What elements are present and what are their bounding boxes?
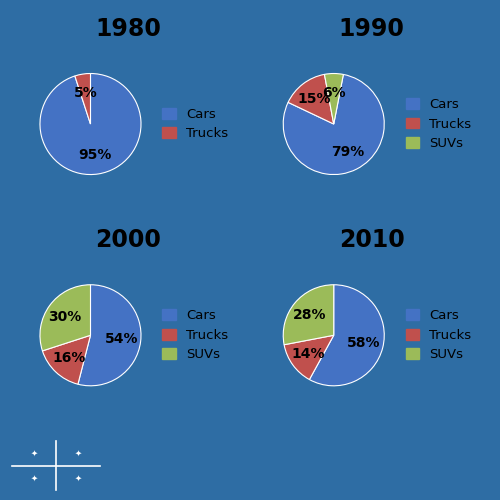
Legend: Cars, Trucks, SUVs: Cars, Trucks, SUVs [406,98,471,150]
Text: 1990: 1990 [338,16,404,40]
Legend: Cars, Trucks, SUVs: Cars, Trucks, SUVs [406,309,471,362]
Legend: Cars, Trucks, SUVs: Cars, Trucks, SUVs [162,309,228,362]
Text: ✦: ✦ [74,473,82,482]
Legend: Cars, Trucks: Cars, Trucks [162,108,228,140]
Text: 2000: 2000 [96,228,162,252]
Text: 1980: 1980 [96,16,162,40]
Text: ✦: ✦ [74,449,82,458]
Text: ✦: ✦ [30,449,38,458]
Text: 2010: 2010 [339,228,404,252]
FancyBboxPatch shape [2,440,110,491]
Text: ✦: ✦ [30,473,38,482]
Text: www.AEHelp.com: www.AEHelp.com [200,456,377,474]
